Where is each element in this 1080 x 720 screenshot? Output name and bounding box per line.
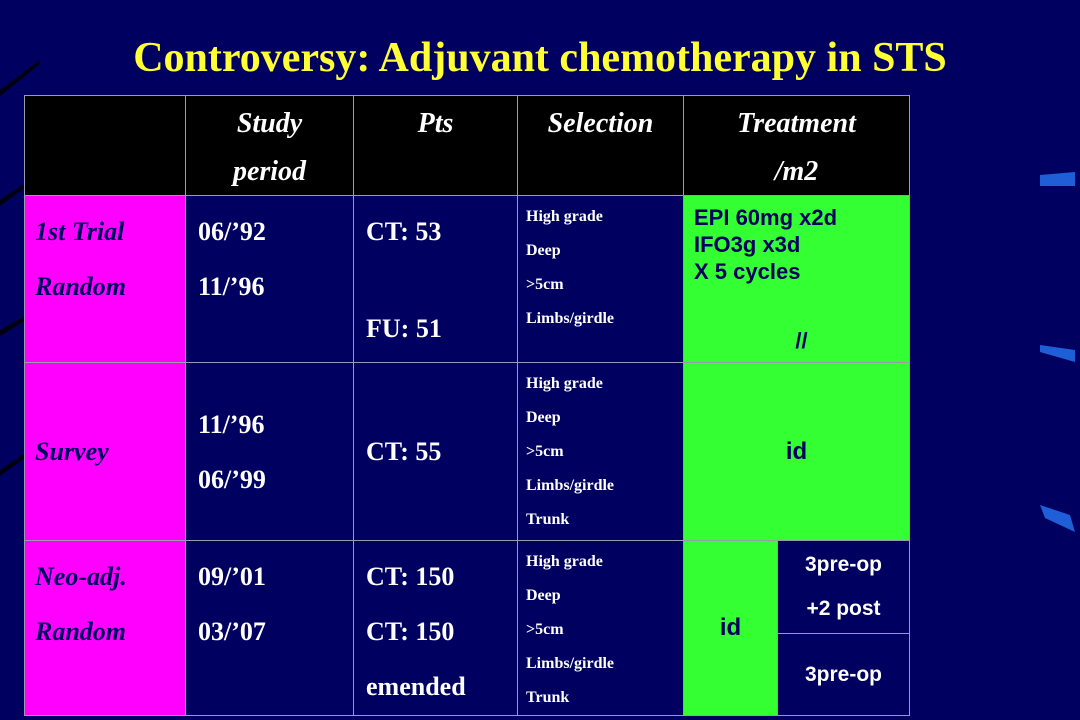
cell-text: 06/’99 <box>198 464 266 494</box>
header-cell <box>24 95 186 196</box>
cell-text: id <box>719 614 742 641</box>
cell-text: IFO3g x3d <box>694 232 801 257</box>
cell-text: Random <box>35 272 127 301</box>
cell-text: Limbs/girdle <box>526 477 615 494</box>
cell-text: 11/’96 <box>198 272 265 301</box>
cell-text: Deep <box>526 242 561 259</box>
cell-text: id <box>785 437 808 465</box>
cell-text: CT: 55 <box>366 437 442 466</box>
cell-text: Selection <box>547 108 654 139</box>
treatment-cell: EPI 60mg x2d IFO3g x3d X 5 cycles // <box>683 195 910 363</box>
cell-text: >5cm <box>526 276 564 293</box>
cell-text: Trunk <box>526 689 570 706</box>
cell-text: Neo-adj. <box>35 562 127 591</box>
header-cell: Study period <box>185 95 354 196</box>
cell-text: Study <box>236 108 303 139</box>
period-cell: 11/’96 06/’99 <box>185 362 354 541</box>
selection-cell: High grade Deep >5cm Limbs/girdle Trunk <box>517 540 684 716</box>
cell-text: /m2 <box>774 156 819 187</box>
cell-text: 06/’92 <box>198 217 266 246</box>
cell-text: +2 post <box>806 597 881 620</box>
cell-text: Deep <box>526 587 561 604</box>
cell-text: 11/’96 <box>198 409 265 439</box>
cell-text: 3pre-op <box>804 553 882 576</box>
cell-text: period <box>232 156 307 187</box>
cell-text: CT: 53 <box>366 217 442 246</box>
cell-text: 3pre-op <box>804 662 882 686</box>
cell-text: Random <box>35 617 127 646</box>
cell-text: >5cm <box>526 443 564 460</box>
period-cell: 09/’01 03/’07 <box>185 540 354 716</box>
cell-text: High grade <box>526 208 603 225</box>
period-cell: 06/’92 11/’96 <box>185 195 354 363</box>
cell-text: EPI 60mg x2d <box>694 205 838 230</box>
cell-text: Survey <box>35 437 109 466</box>
cell-text: CT: 150 <box>366 617 455 646</box>
cell-text: 03/’07 <box>198 617 266 646</box>
treatment-cell: id <box>683 540 778 716</box>
pts-cell: CT: 53 FU: 51 <box>353 195 518 363</box>
cell-text: Treatment <box>737 108 856 139</box>
cell-text: Pts <box>417 108 454 139</box>
cell-text: >5cm <box>526 621 564 638</box>
row-label: 1st Trial Random <box>24 195 186 363</box>
cell-text: Limbs/girdle <box>526 310 615 327</box>
slide-title: Controversy: Adjuvant chemotherapy in ST… <box>133 35 947 81</box>
cell-text: X 5 cycles <box>694 259 801 284</box>
cell-text: CT: 150 <box>366 562 455 591</box>
cell-text: Trunk <box>526 511 570 528</box>
header-cell: Selection <box>517 95 684 196</box>
header-cell: Treatment/m2 <box>683 95 910 196</box>
arm-cell: 3pre-op <box>777 633 910 716</box>
cell-text: FU: 51 <box>366 314 442 343</box>
treatment-cell: id <box>683 362 910 541</box>
selection-cell: High grade Deep >5cm Limbs/girdle Trunk <box>517 362 684 541</box>
cell-text: // <box>795 328 808 353</box>
cell-text: High grade <box>526 553 603 570</box>
arm-cell: 3pre-op +2 post <box>777 540 910 634</box>
cell-text: High grade <box>526 375 603 392</box>
selection-cell: High grade Deep >5cm Limbs/girdle <box>517 195 684 363</box>
header-cell: Pts <box>353 95 518 196</box>
row-label: Survey <box>24 362 186 541</box>
pts-cell: CT: 150 CT: 150 emended <box>353 540 518 716</box>
cell-text: Deep <box>526 409 561 426</box>
cell-text: emended <box>366 672 466 701</box>
cell-text: 1st Trial <box>35 217 125 246</box>
cell-text: Limbs/girdle <box>526 655 615 672</box>
row-label: Neo-adj. Random <box>24 540 186 716</box>
cell-text: 09/’01 <box>198 562 266 591</box>
pts-cell: CT: 55 <box>353 362 518 541</box>
